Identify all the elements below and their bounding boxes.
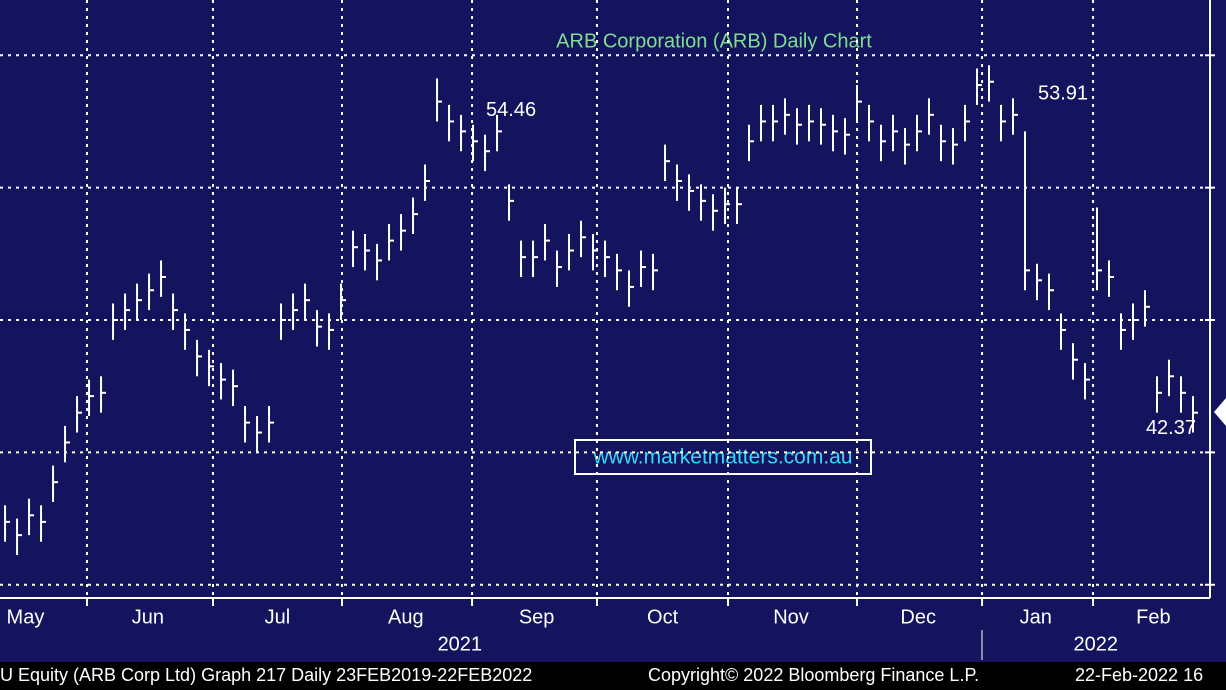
x-tick-label: Nov	[773, 606, 809, 628]
x-tick-label: Jun	[132, 606, 164, 628]
footer-date: 22-Feb-2022 16	[1075, 665, 1203, 685]
footer-copyright: Copyright© 2022 Bloomberg Finance L.P.	[648, 665, 979, 685]
price-annotation: 54.46	[486, 99, 536, 121]
footer-left: U Equity (ARB Corp Ltd) Graph 217 Daily …	[0, 665, 532, 685]
watermark: www.marketmatters.com.au	[592, 446, 852, 469]
x-tick-label: Sep	[519, 606, 555, 628]
x-tick-label: Dec	[900, 606, 936, 628]
background	[0, 0, 1226, 662]
x-tick-label: Aug	[388, 606, 424, 628]
price-marker	[1214, 398, 1226, 426]
price-annotation: 42.37	[1146, 417, 1196, 439]
x-tick-label: Jul	[265, 606, 291, 628]
x-tick-label: Oct	[647, 606, 679, 628]
chart-title: ARB Corporation (ARB) Daily Chart	[556, 30, 872, 52]
price-annotation: 53.91	[1038, 83, 1088, 105]
x-tick-label: Feb	[1136, 606, 1170, 628]
x-tick-label: May	[7, 606, 45, 628]
year-label: 2022	[1074, 633, 1119, 655]
x-tick-label: Jan	[1020, 606, 1052, 628]
year-label: 2021	[438, 633, 483, 655]
watermark-box	[574, 439, 872, 475]
